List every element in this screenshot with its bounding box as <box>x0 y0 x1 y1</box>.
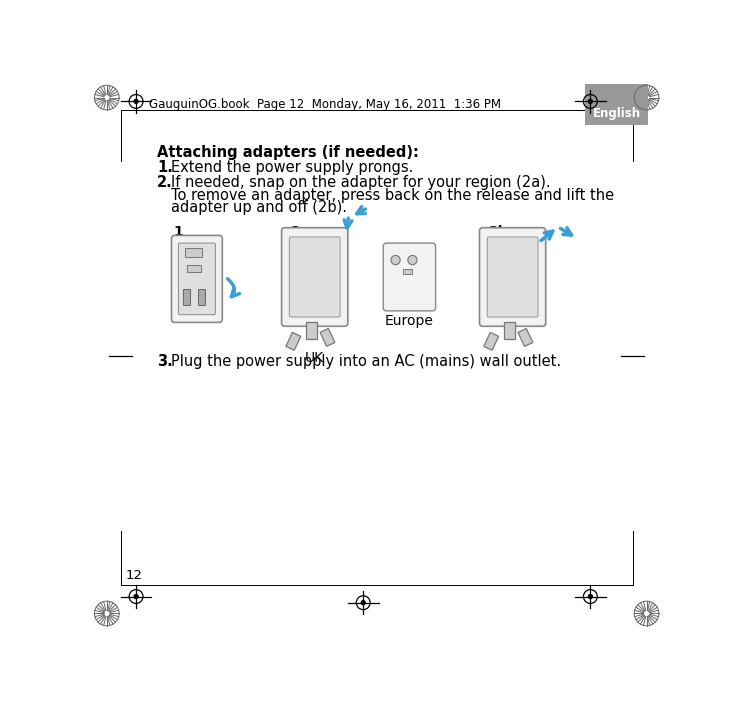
Bar <box>404 269 412 274</box>
Circle shape <box>408 256 417 265</box>
Text: Plug the power supply into an AC (mains) wall outlet.: Plug the power supply into an AC (mains)… <box>171 354 561 369</box>
Bar <box>185 248 202 257</box>
Text: 3.: 3. <box>157 354 173 369</box>
Text: 1.: 1. <box>157 160 173 175</box>
Text: UK: UK <box>305 351 324 365</box>
Text: Europe: Europe <box>385 314 434 328</box>
FancyArrowPatch shape <box>560 227 572 235</box>
FancyBboxPatch shape <box>179 243 215 315</box>
Text: 2a: 2a <box>291 225 310 239</box>
Text: adapter up and off (2b).: adapter up and off (2b). <box>171 200 347 215</box>
Text: 12: 12 <box>125 570 143 582</box>
Text: GauguinOG.book  Page 12  Monday, May 16, 2011  1:36 PM: GauguinOG.book Page 12 Monday, May 16, 2… <box>149 98 501 111</box>
Bar <box>484 332 498 351</box>
FancyBboxPatch shape <box>171 235 222 322</box>
Text: Attaching adapters (if needed):: Attaching adapters (if needed): <box>157 144 419 160</box>
Text: Extend the power supply prongs.: Extend the power supply prongs. <box>171 160 413 175</box>
Circle shape <box>588 99 593 104</box>
FancyArrowPatch shape <box>344 218 352 228</box>
FancyBboxPatch shape <box>487 237 538 317</box>
Circle shape <box>133 594 139 599</box>
FancyArrowPatch shape <box>541 231 553 241</box>
Text: English: English <box>592 107 641 120</box>
FancyBboxPatch shape <box>290 237 340 317</box>
FancyArrowPatch shape <box>356 206 365 214</box>
FancyBboxPatch shape <box>282 227 348 326</box>
Bar <box>198 289 204 306</box>
Text: To remove an adapter, press back on the release and lift the: To remove an adapter, press back on the … <box>171 188 614 203</box>
Circle shape <box>391 256 400 265</box>
Circle shape <box>360 600 366 605</box>
Text: 2.: 2. <box>157 175 173 190</box>
Text: 1: 1 <box>173 225 183 239</box>
Bar <box>504 322 515 339</box>
Bar <box>320 329 335 346</box>
Bar <box>306 322 317 339</box>
Text: 2b: 2b <box>489 225 509 239</box>
FancyBboxPatch shape <box>383 243 436 311</box>
Bar <box>183 289 190 306</box>
FancyBboxPatch shape <box>479 227 545 326</box>
Circle shape <box>588 594 593 599</box>
Bar <box>585 84 648 125</box>
Circle shape <box>133 99 139 104</box>
Bar <box>187 265 201 272</box>
Text: If needed, snap on the adapter for your region (2a).: If needed, snap on the adapter for your … <box>171 175 551 190</box>
Bar <box>518 329 533 346</box>
Bar <box>286 332 301 351</box>
FancyArrowPatch shape <box>228 279 240 297</box>
